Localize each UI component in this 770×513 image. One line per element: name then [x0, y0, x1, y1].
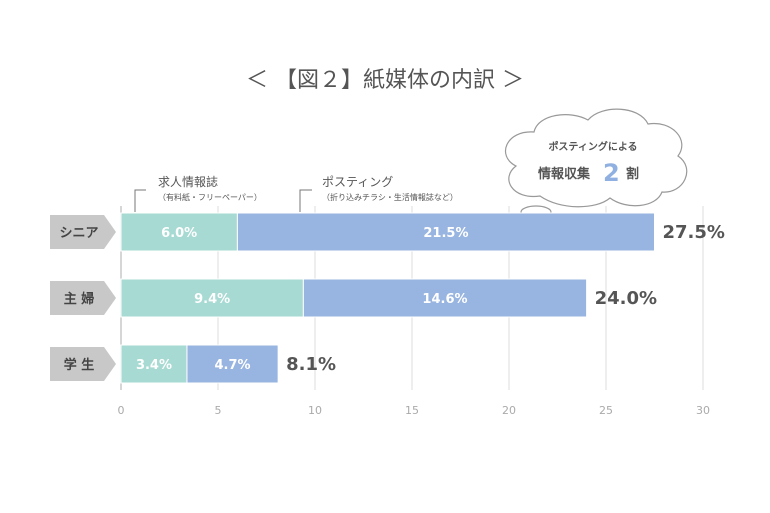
- legend-note-1: （有料紙・フリーペーパー）: [158, 192, 262, 202]
- data-label: 4.7%: [215, 358, 251, 373]
- x-tick-label: 10: [308, 404, 322, 417]
- x-tick-label: 20: [502, 404, 516, 417]
- annotation-bubble: ポスティングによる 情報収集 2 割: [504, 108, 688, 229]
- category-label: 主 婦: [64, 291, 95, 307]
- legend-label-2: ポスティング: [322, 175, 393, 189]
- data-label: 6.0%: [161, 226, 197, 241]
- data-label: 3.4%: [136, 358, 172, 373]
- legend-note-2: （折り込みチラシ・生活情報誌など）: [322, 192, 458, 202]
- bars: 6.0% 21.5% 9.4% 14.6% 3.4% 4.7%: [120, 212, 655, 384]
- category-tag: [50, 215, 116, 249]
- category-tag: [50, 281, 116, 315]
- legend-label-1: 求人情報誌: [158, 174, 218, 189]
- annotation-line1: ポスティングによる: [548, 140, 637, 153]
- bar-segment: [302, 278, 588, 318]
- total-label: 27.5%: [663, 222, 725, 243]
- total-label: 24.0%: [595, 288, 657, 309]
- bar-segment: [120, 278, 304, 318]
- x-tick-label: 0: [118, 404, 125, 417]
- annotation-suffix: 割: [626, 166, 639, 182]
- legend: 求人情報誌 （有料紙・フリーペーパー） ポスティング （折り込みチラシ・生活情報…: [134, 174, 458, 212]
- bar-segment: [186, 344, 279, 384]
- total-label: 8.1%: [286, 354, 336, 375]
- x-tick-label: 25: [599, 404, 613, 417]
- legend-leader-1: [134, 189, 146, 212]
- bar-totals: 27.5% 24.0% 8.1%: [286, 222, 725, 375]
- data-label: 21.5%: [423, 226, 468, 241]
- bar-segment: [236, 212, 655, 252]
- x-tick-label: 5: [215, 404, 222, 417]
- category-label: 学 生: [64, 357, 95, 373]
- category-label: シニア: [59, 226, 98, 241]
- chart-title: ＜ 【図２】紙媒体の内訳 ＞: [246, 68, 524, 93]
- category-tag: [50, 347, 116, 381]
- bubble-cloud: [504, 108, 688, 208]
- data-label: 14.6%: [422, 292, 467, 307]
- data-label: 9.4%: [194, 292, 230, 307]
- annotation-number: 2: [603, 159, 620, 187]
- x-tick-label: 30: [696, 404, 710, 417]
- x-tick-label: 15: [405, 404, 419, 417]
- legend-leader-2: [299, 189, 312, 212]
- annotation-prefix: 情報収集: [538, 166, 591, 182]
- x-axis-ticks: 0 5 10 15 20 25 30: [118, 404, 711, 417]
